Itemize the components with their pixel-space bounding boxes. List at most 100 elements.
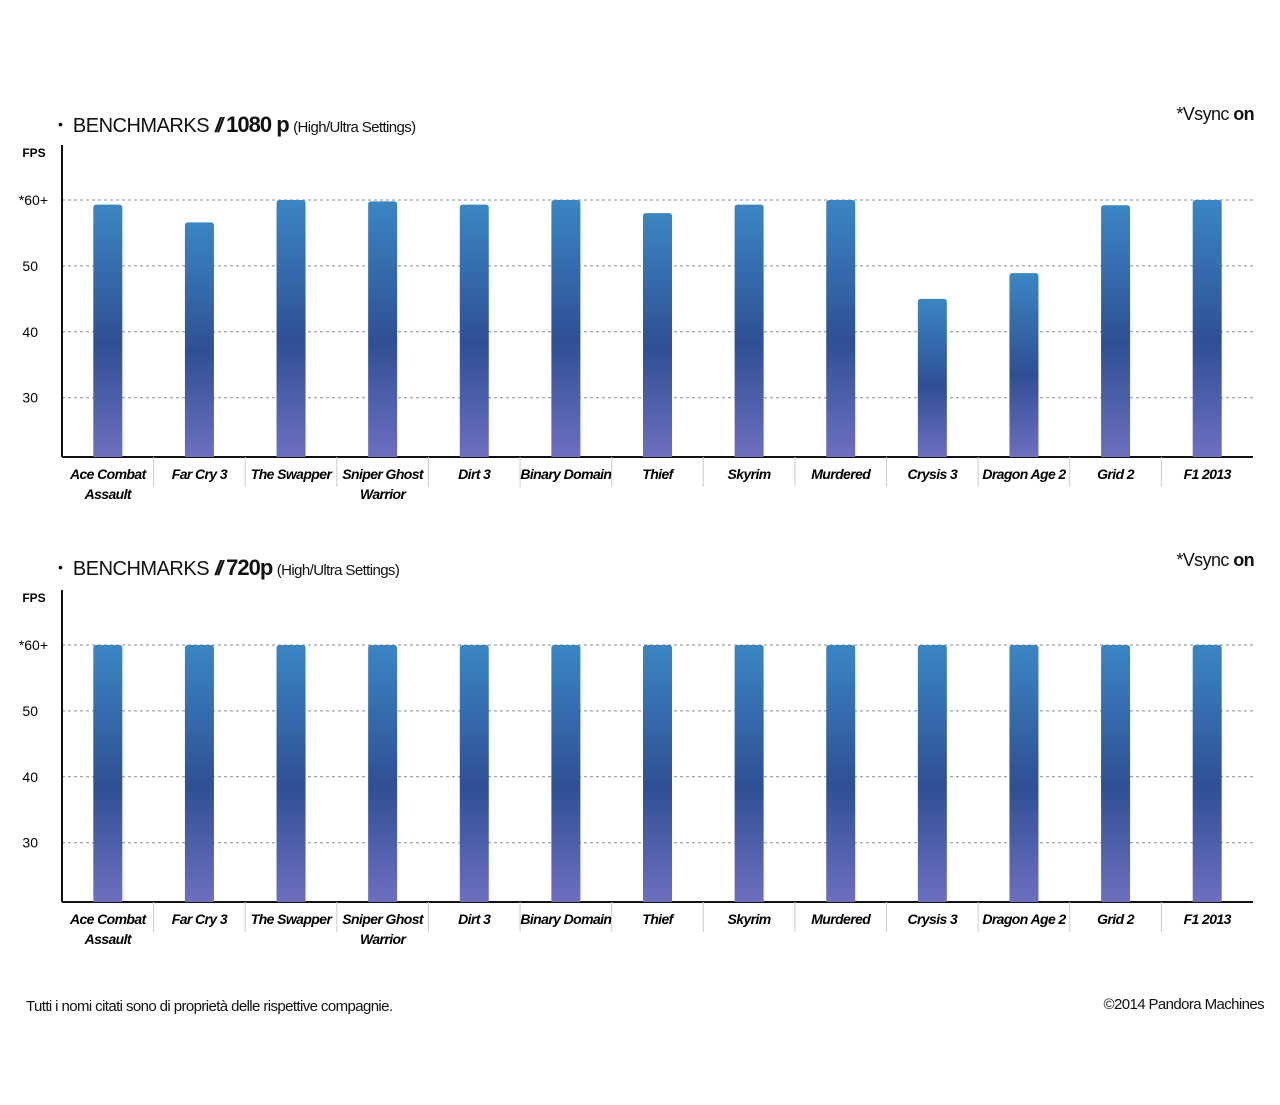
bar [917,298,947,457]
x-tick-label: Dragon Age 2 [982,911,1066,927]
bar-group [1192,645,1222,902]
x-tick-label: Murdered [811,466,871,482]
title-resolution: 1080 p [226,112,289,137]
bar [643,645,672,902]
title-main: BENCHMARKS [72,558,210,580]
bar [459,204,489,457]
x-tick-label: Skyrim [728,466,771,482]
y-tick-label: 50 [22,703,38,719]
y-tick-label: *60+ [19,637,48,653]
x-tick-label: Thief [642,466,674,482]
vsync-state: on [1233,550,1254,570]
bar-group [1101,205,1131,457]
bar [459,645,489,902]
benchmark-chart-720p: FPS 30 40 50 *60+ Ace Combat Assault Far Cry 3 T… [19,590,1253,947]
title-main: BENCHMARKS [72,115,210,137]
bar-group [93,204,123,457]
bar [93,645,123,902]
bar-group [368,201,398,457]
bar [1101,645,1131,902]
x-tick-label: Sniper Ghost Warrior [342,911,425,947]
y-tick-label: 40 [22,769,38,785]
y-axis-label: FPS [22,146,45,160]
x-tick-label: The Swapper [251,911,334,927]
bar-group [826,645,856,902]
vsync-note: *Vsync on [1176,550,1254,571]
bar-group [93,645,123,902]
bar [1192,200,1222,457]
bar-group [734,645,764,902]
title-separator: // [215,115,223,137]
title-resolution: 720p [226,555,273,580]
x-tick-label: Crysis 3 [908,911,958,927]
bar [551,645,581,902]
bar-group [643,213,672,457]
bar [1101,205,1131,457]
bar [551,200,581,457]
bar [1009,273,1039,457]
bar [917,645,947,902]
bar [276,200,306,457]
bar-group [184,645,214,902]
bar-group [459,204,489,457]
x-tick-label: Dirt 3 [458,911,491,927]
y-tick-label: *60+ [19,192,48,208]
y-tick-label: 40 [22,324,38,340]
vsync-note: *Vsync on [1176,104,1254,125]
x-tick-label: The Swapper [251,466,334,482]
bar-group [551,200,581,457]
footer-disclaimer: Tutti i nomi citati sono di proprietà de… [26,998,393,1015]
x-tick-label: Dragon Age 2 [982,466,1066,482]
bar-group [917,298,947,457]
bar [368,201,398,457]
y-axis-label: FPS [22,591,45,605]
bar-group [368,645,398,902]
x-tick-label: F1 2013 [1184,466,1232,482]
x-tick-label: Ace Combat Assault [69,466,148,502]
x-tick-label: Murdered [811,911,871,927]
x-tick-label: Grid 2 [1097,911,1135,927]
bar-group [1009,273,1039,457]
x-tick-label: Skyrim [728,911,771,927]
x-tick-label: Crysis 3 [908,466,958,482]
bar-group [734,204,764,457]
title-bullet: • [58,116,63,132]
vsync-state: on [1233,104,1254,124]
title-separator: // [215,558,223,580]
benchmark-chart-1080p: FPS 30 40 50 *60+ Ace Combat Assault Far Cry 3 T… [19,145,1253,502]
bar-group [459,645,489,902]
x-tick-label: Far Cry 3 [172,911,228,927]
vsync-prefix: *Vsync [1176,104,1234,124]
x-tick-label: Dirt 3 [458,466,491,482]
x-tick-label: Far Cry 3 [172,466,228,482]
bar-group [1192,200,1222,457]
bar [826,200,856,457]
bar [276,645,306,902]
bar [643,213,672,457]
bar-group [551,645,581,902]
bar [184,645,214,902]
bar-group [276,645,306,902]
chart-title: • BENCHMARKS//720p (High/Ultra Settings) [58,555,400,581]
bar-group [184,222,214,457]
x-tick-label: Grid 2 [1097,466,1135,482]
bar-group [276,200,306,457]
bar [1009,645,1039,902]
bar [1192,645,1222,902]
x-tick-label: Thief [642,911,674,927]
bar [368,645,398,902]
vsync-prefix: *Vsync [1176,550,1234,570]
bar-group [1009,645,1039,902]
bar-group [826,200,856,457]
y-tick-label: 30 [22,835,38,851]
y-tick-label: 50 [22,258,38,274]
x-tick-label: F1 2013 [1184,911,1232,927]
bar-group [917,645,947,902]
x-tick-label: Sniper Ghost Warrior [342,466,425,502]
chart-title: • BENCHMARKS//1080 p (High/Ultra Settings… [58,112,416,138]
bar [734,204,764,457]
title-bullet: • [58,559,63,575]
bar-group [643,645,672,902]
bar [184,222,214,457]
bar-group [1101,645,1131,902]
